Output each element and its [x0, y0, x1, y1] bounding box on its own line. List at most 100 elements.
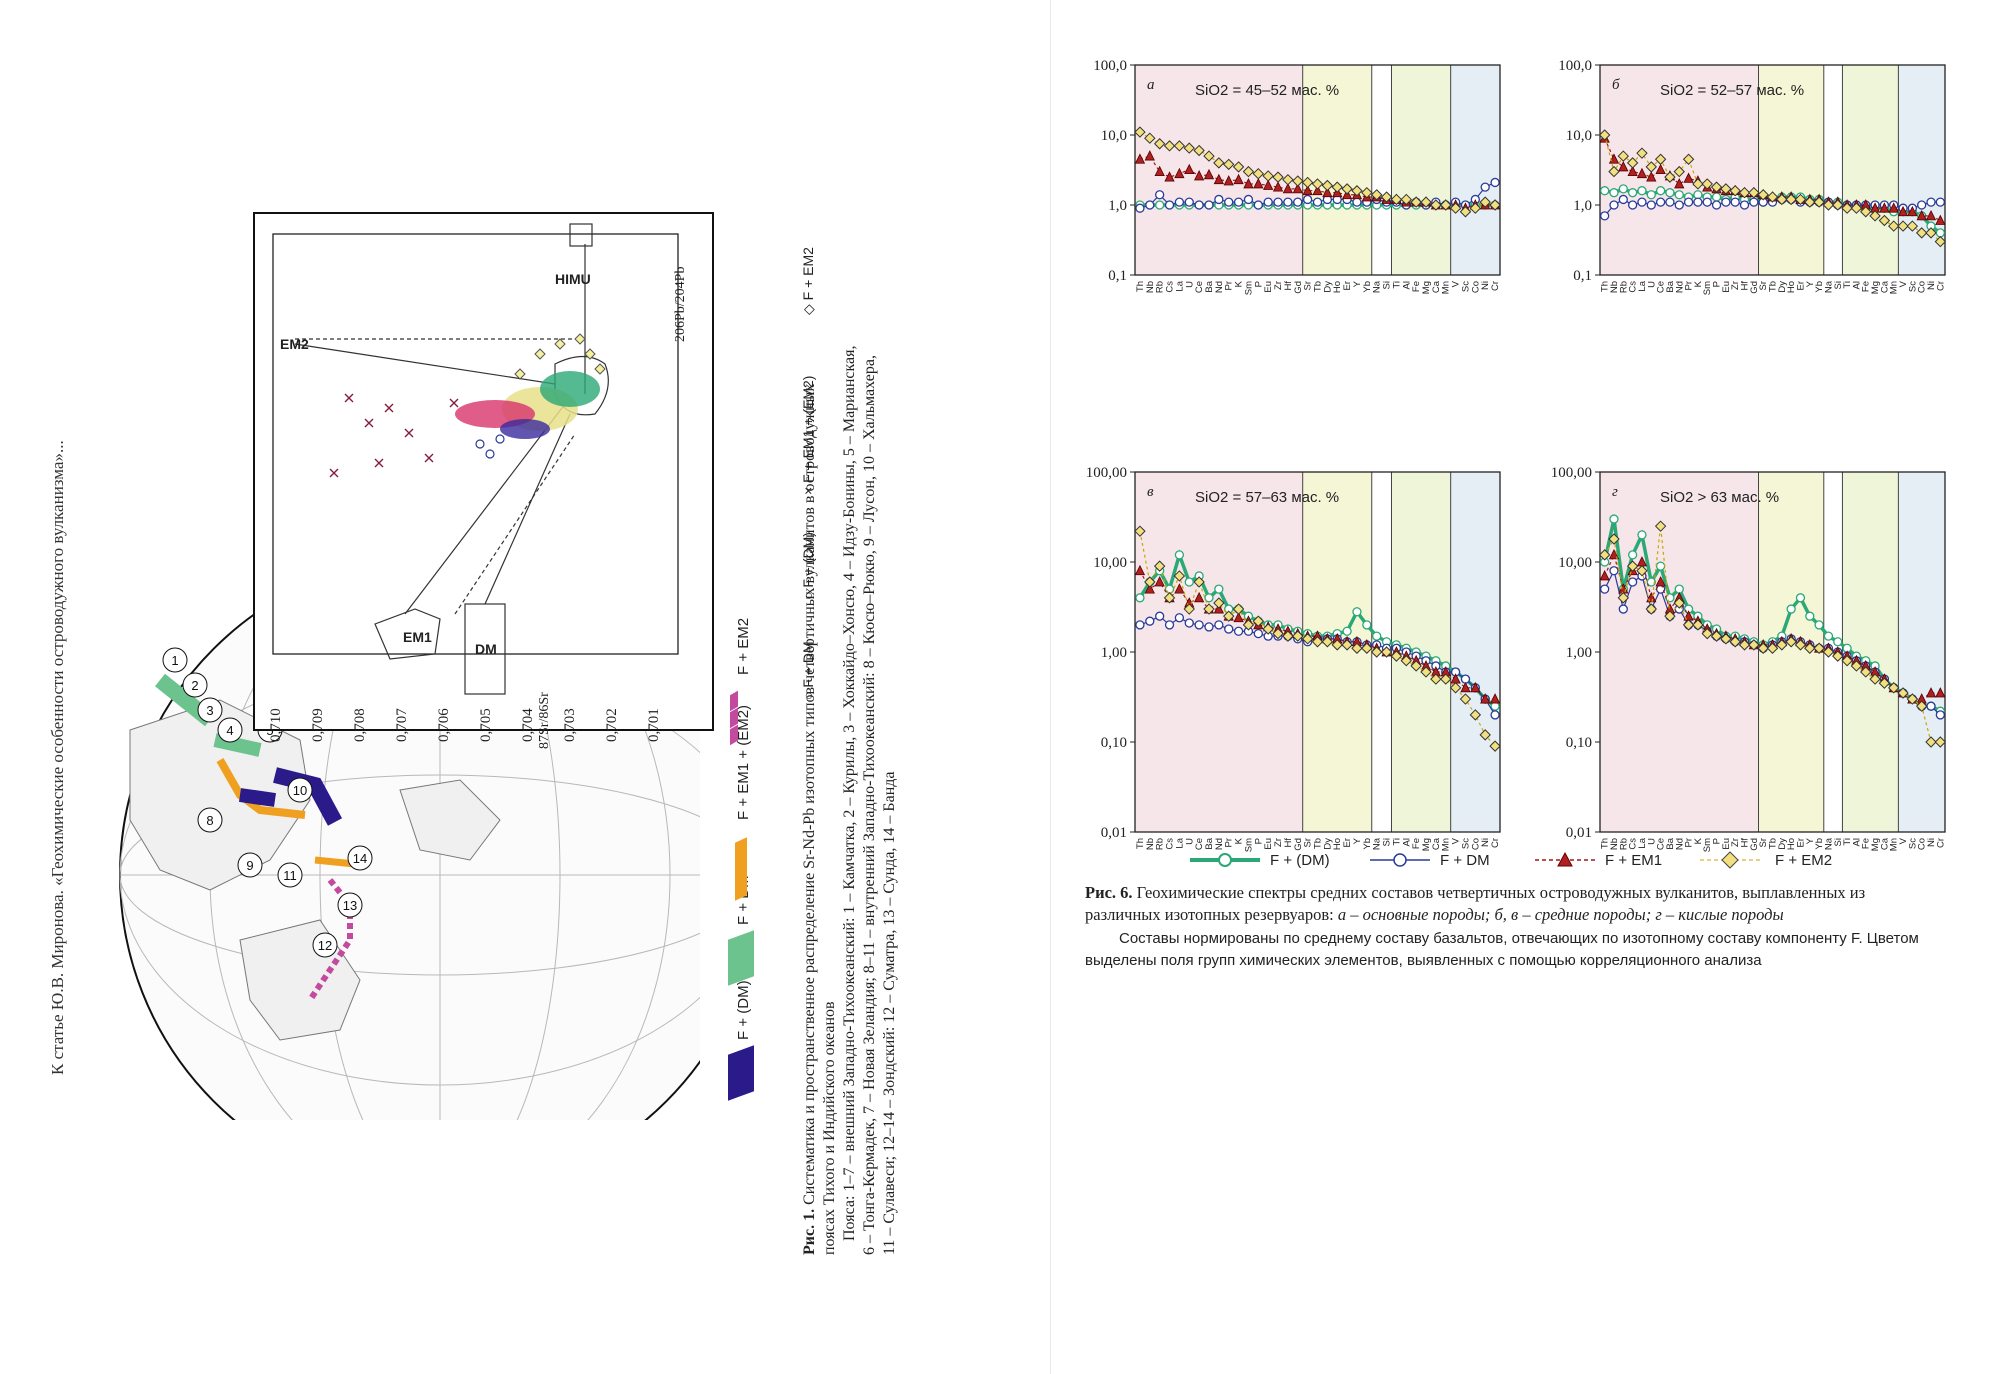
data-point — [1144, 583, 1155, 594]
y-tick-label: 10,0 — [1566, 128, 1592, 144]
scatter-y-tick: 0,710 — [268, 708, 284, 742]
data-point — [1233, 197, 1244, 207]
data-point — [1263, 197, 1273, 207]
element-label: Dy — [1777, 838, 1788, 850]
element-label: Si — [1382, 281, 1393, 289]
data-point — [1213, 173, 1224, 185]
element-label: Nb — [1145, 838, 1156, 850]
element-label: Y — [1805, 837, 1816, 844]
element-label: Th — [1135, 838, 1146, 849]
element-label: Tb — [1768, 281, 1779, 292]
data-point — [1897, 205, 1909, 217]
data-point — [1282, 630, 1294, 642]
isotope-scatter-inset: EM1 DM HIMU EM2 87Sr/86Sr 206Pb/204Pb — [253, 212, 714, 749]
mixing-line-dm — [484, 413, 571, 605]
element-label: Ni — [1480, 281, 1491, 290]
element-label: Co — [1917, 838, 1928, 850]
element-label: Th — [1600, 281, 1611, 292]
data-point — [1926, 701, 1936, 711]
data-point — [1302, 184, 1313, 196]
element-label: Nb — [1609, 281, 1620, 293]
element-label: Fe — [1861, 281, 1872, 292]
element-group-band — [1842, 65, 1899, 275]
data-point — [1224, 197, 1234, 207]
data-point — [1292, 175, 1304, 187]
data-point — [1134, 564, 1146, 576]
data-point — [1608, 533, 1620, 545]
data-point — [1459, 206, 1472, 218]
data-point — [1184, 197, 1194, 207]
data-point — [1135, 620, 1145, 630]
svg-text:4: 4 — [226, 723, 233, 738]
data-point — [1925, 209, 1937, 221]
scatter-y-tick: 0,708 — [352, 708, 368, 742]
figure6-caption-title: Рис. 6. — [1085, 883, 1133, 902]
data-point — [1302, 194, 1313, 205]
element-label: Al — [1851, 838, 1862, 846]
svg-text:8: 8 — [206, 813, 213, 828]
data-point — [1193, 170, 1205, 181]
data-point — [1203, 168, 1215, 180]
data-point — [1243, 178, 1254, 189]
figure1-caption-line-4: 6 – Тонга-Кермадек, 7 – Новая Зеландия; … — [861, 355, 878, 1255]
dashed-envelope-2 — [454, 433, 576, 615]
data-point — [1674, 178, 1685, 189]
data-point — [1925, 227, 1937, 239]
panel-frame — [1134, 64, 1501, 276]
data-point — [1154, 165, 1165, 177]
data-point — [1729, 185, 1741, 197]
element-label: Gd — [1749, 838, 1760, 851]
data-point — [1655, 561, 1666, 571]
data-point — [1600, 211, 1610, 221]
data-point — [1683, 172, 1694, 183]
element-label: Si — [1382, 838, 1393, 846]
element-label: Cr — [1490, 281, 1501, 291]
y-tick-label: 100,0 — [1093, 60, 1127, 74]
element-label: Gd — [1293, 838, 1304, 851]
element-group-band — [1600, 472, 1759, 832]
data-point — [1370, 646, 1383, 658]
data-point — [1144, 150, 1155, 161]
data-point — [1283, 197, 1293, 207]
data-point — [1766, 191, 1779, 203]
y-tick-label: 10,0 — [1101, 128, 1127, 144]
element-label: K — [1234, 280, 1245, 287]
data-point — [1627, 165, 1638, 177]
data-point — [1636, 167, 1648, 179]
data-point — [1490, 710, 1500, 720]
element-label: U — [1646, 281, 1657, 288]
data-point — [1757, 642, 1769, 654]
data-point — [1372, 631, 1382, 641]
y-tick-label: 0,10 — [1101, 735, 1127, 751]
data-point — [1617, 592, 1630, 604]
data-point — [1878, 214, 1891, 227]
data-point — [1470, 681, 1481, 693]
figure6-caption-note: Составы нормированы по среднему составу … — [1085, 930, 1919, 969]
data-point — [1814, 620, 1824, 630]
element-group-band — [1302, 472, 1372, 832]
element-label: Sm — [1702, 838, 1713, 852]
element-label: Ce — [1194, 281, 1205, 293]
element-label: K — [1693, 280, 1704, 287]
data-point — [1785, 636, 1797, 648]
data-point — [1627, 550, 1638, 560]
data-point — [1674, 190, 1684, 200]
figure1-caption-title: Рис. 1. — [801, 1208, 818, 1255]
element-label: Nd — [1214, 281, 1225, 293]
element-label: V — [1451, 280, 1462, 287]
element-label: Sc — [1460, 281, 1471, 292]
data-point — [1321, 636, 1334, 648]
data-point — [1935, 228, 1945, 238]
data-point — [1252, 167, 1265, 180]
element-label: Co — [1470, 281, 1481, 293]
data-point — [1410, 660, 1422, 672]
figure6-caption-parts: а – основные породы; б, в – средние поро… — [1337, 905, 1784, 924]
data-point — [1665, 197, 1675, 207]
data-point — [1841, 655, 1853, 667]
data-point — [1361, 186, 1373, 199]
element-label: Pr — [1684, 838, 1695, 848]
spider-panel-4: 100,00 10,00 1,00 0,10 0,01 ThNbRbCsLaUCeBaNd… — [1551, 465, 1947, 852]
data-point — [1214, 620, 1224, 630]
svg-text:13: 13 — [343, 898, 357, 913]
data-point — [1673, 597, 1685, 609]
